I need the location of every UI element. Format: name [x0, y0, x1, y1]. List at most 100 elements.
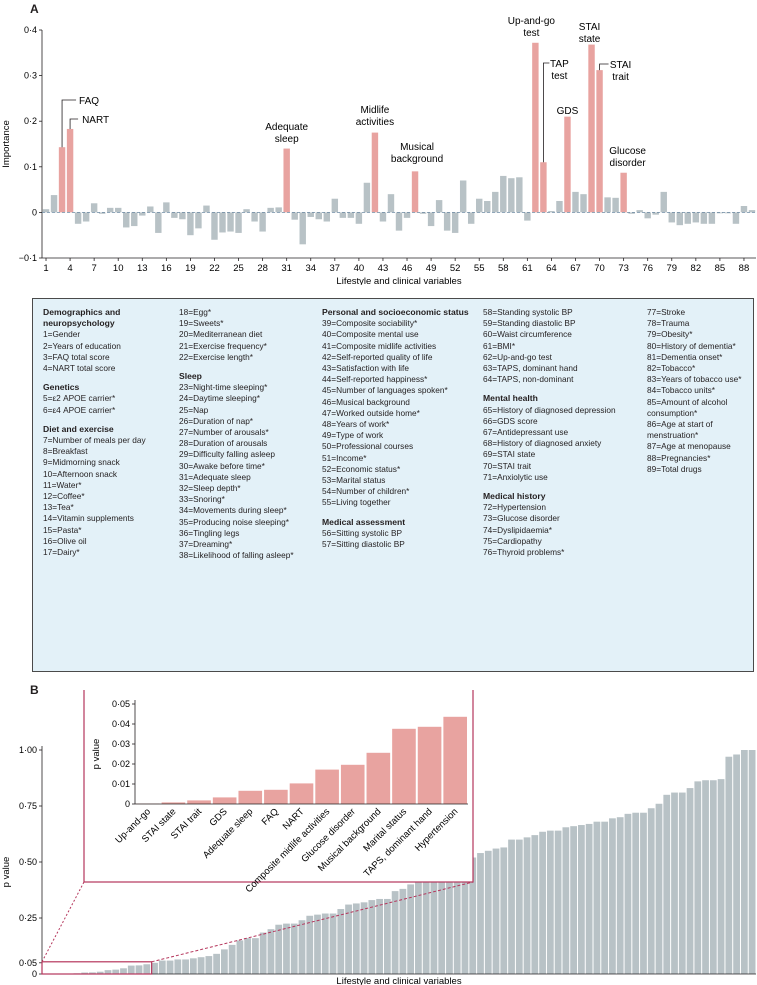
legend-item: 7=Number of meals per day — [43, 435, 146, 446]
p-bar-78 — [640, 812, 647, 974]
bar-variable-35 — [315, 212, 322, 220]
bar-variable-1 — [42, 209, 50, 213]
p-bar-37 — [321, 913, 329, 974]
legend-item: 75=Cardiopathy — [483, 535, 542, 546]
bar-variable-20 — [195, 212, 202, 229]
annotation-stai-trait: trait — [612, 72, 629, 83]
x-tick-label: 13 — [137, 263, 148, 274]
legend-item: 73=Glucose disorder — [483, 513, 560, 524]
bar-variable-46 — [403, 212, 411, 218]
p-bar-86 — [702, 780, 709, 974]
bar-variable-89 — [748, 210, 756, 213]
annotation-tap-test: test — [551, 71, 567, 82]
legend-item: 40=Composite mental use — [322, 329, 419, 340]
legend-item: 85=Amount of alcohol consumption* — [647, 396, 728, 418]
legend-item: 68=History of diagnosed anxiety — [483, 438, 602, 449]
legend-item: 87=Age at menopause — [647, 441, 731, 452]
bar-variable-49 — [427, 212, 435, 227]
legend-item: 33=Snoring* — [179, 494, 225, 505]
p-bar-32 — [283, 923, 290, 974]
p-bar-76 — [624, 813, 632, 974]
y-axis-label: Importance — [1, 120, 12, 168]
p-bar-19 — [182, 959, 189, 974]
p-bar-6 — [81, 972, 89, 974]
bar-variable-3 — [58, 147, 66, 213]
bar-variable-24 — [227, 212, 234, 232]
bar-variable-32 — [291, 212, 298, 220]
panel-a-label: A — [30, 2, 39, 16]
bar-variable-39 — [347, 212, 355, 218]
legend-item: 5=ε2 APOE carrier* — [43, 393, 116, 404]
annotation-stai-state: state — [579, 34, 601, 45]
p-bar-83 — [678, 792, 686, 974]
legend-item: 2=Years of education — [43, 340, 121, 351]
legend-item: 16=Olive oil — [43, 535, 87, 546]
legend-item: 66=GDS score — [483, 415, 538, 426]
y-tick-label: 0·75 — [19, 801, 37, 811]
legend-item: 65=History of diagnosed depression — [483, 404, 616, 415]
p-bar-24 — [221, 949, 228, 974]
inset-bar-6 — [264, 789, 288, 804]
p-bar-69 — [570, 826, 577, 974]
bar-variable-30 — [275, 207, 282, 213]
bar-variable-52 — [451, 212, 459, 233]
legend-item: 60=Waist circumference — [483, 329, 572, 340]
bar-variable-16 — [163, 202, 170, 213]
p-bar-79 — [647, 808, 655, 974]
bar-variable-12 — [131, 212, 138, 227]
bar-variable-34 — [307, 212, 314, 217]
p-bar-26 — [236, 940, 244, 974]
annotation-glucose-disorder: disorder — [610, 158, 647, 169]
legend-item: 46=Musical background — [322, 396, 410, 407]
bar-variable-27 — [251, 212, 258, 222]
p-bar-31 — [275, 924, 283, 974]
x-tick-label: 16 — [161, 263, 172, 274]
inset-bar-2 — [161, 802, 186, 804]
legend-item: 56=Sitting systolic BP — [322, 527, 403, 538]
legend-item: 52=Economic status* — [322, 463, 401, 474]
y-tick-label: 0 — [32, 207, 37, 217]
bar-variable-54 — [467, 212, 475, 224]
bar-variable-41 — [363, 182, 371, 213]
bar-variable-51 — [443, 212, 451, 231]
bar-variable-17 — [171, 212, 178, 218]
p-bar-89 — [725, 756, 733, 974]
bar-variable-62 — [532, 42, 539, 213]
p-bar-60 — [500, 847, 508, 974]
bar-variable-8 — [98, 212, 106, 214]
legend-item: 34=Movements during sleep* — [179, 505, 287, 516]
p-bar-27 — [244, 938, 252, 974]
y-tick-label: 0·50 — [19, 857, 37, 867]
legend-item: 70=STAI trait — [483, 460, 532, 471]
annotation-up-and-go-test: test — [523, 28, 539, 39]
p-bar-73 — [601, 821, 609, 974]
y-tick-label: 0·4 — [24, 25, 37, 35]
legend-item: 8=Breakfast — [43, 446, 88, 457]
legend-item: 45=Number of languages spoken* — [322, 385, 448, 396]
bar-variable-13 — [139, 212, 146, 216]
p-bar-72 — [593, 821, 601, 974]
p-bar-13 — [135, 965, 143, 974]
x-tick-label: 46 — [402, 263, 413, 274]
legend-item: 39=Composite sociability* — [322, 318, 418, 329]
legend-item: 28=Duration of arousals — [179, 438, 268, 449]
y-axis-label: p value — [1, 857, 12, 888]
bar-variable-50 — [435, 200, 443, 213]
bar-variable-21 — [203, 205, 210, 213]
x-tick-label: 79 — [666, 263, 677, 274]
bar-variable-69 — [588, 44, 595, 213]
bar-variable-84 — [708, 212, 716, 224]
p-bar-90 — [733, 754, 740, 974]
p-bar-23 — [213, 953, 220, 974]
bar-variable-56 — [484, 201, 491, 213]
annotation-up-and-go-test: Up-and-go — [508, 16, 556, 27]
p-bar-74 — [609, 818, 616, 974]
annotation-tap-test: TAP — [550, 59, 569, 70]
bar-variable-11 — [123, 212, 130, 228]
p-bar-56 — [469, 857, 477, 974]
x-tick-label: 43 — [378, 263, 389, 274]
legend-item: 30=Awake before time* — [179, 460, 265, 471]
bar-variable-14 — [147, 206, 154, 213]
bar-variable-29 — [267, 207, 274, 213]
bar-variable-4 — [66, 128, 74, 213]
